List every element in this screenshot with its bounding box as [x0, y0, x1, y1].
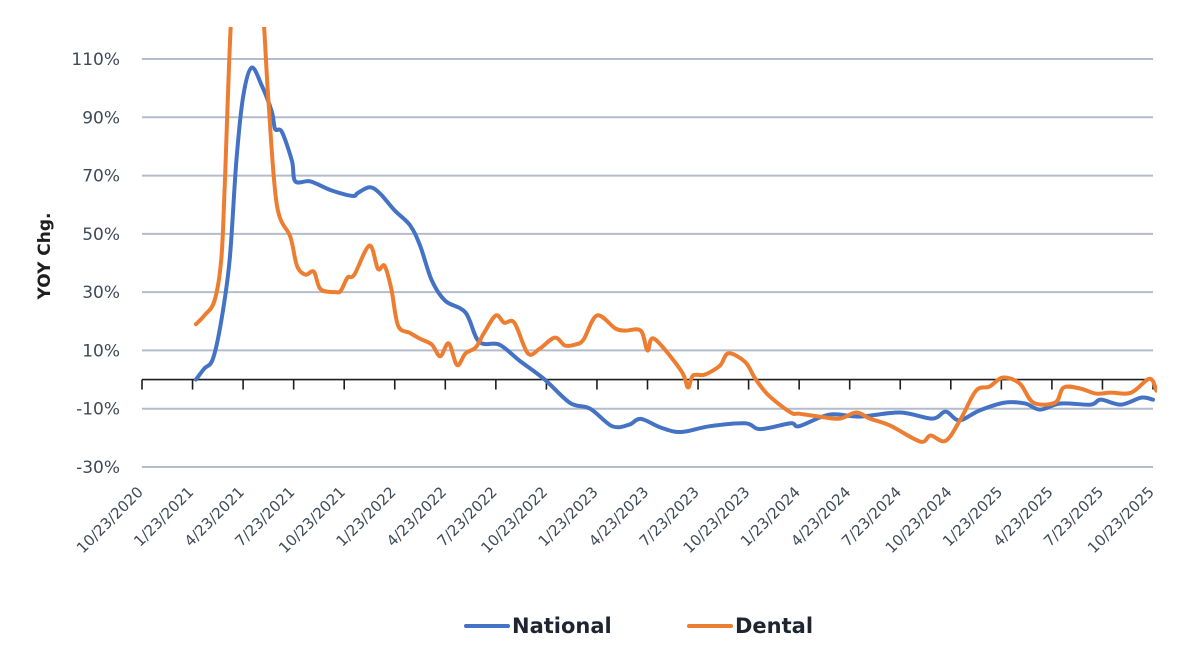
legend-item-national[interactable]: National [464, 614, 612, 638]
series-line-dental [193, 27, 1157, 444]
x-axis [141, 378, 1154, 390]
y-axis-label: YOY Chg. [35, 213, 55, 301]
legend-item-dental[interactable]: Dental [687, 614, 813, 638]
y-axis-ticks: -30% -10% 10% 30% 50% 70% 90% 110% [71, 50, 120, 478]
legend: National Dental [464, 614, 813, 638]
legend-label-dental: Dental [735, 614, 813, 638]
series-lines [193, 27, 1157, 444]
legend-label-national: National [512, 614, 612, 638]
y-tick-label: 110% [71, 50, 120, 70]
x-axis-tick-labels: 10/23/20201/23/20214/23/20217/23/202110/… [73, 483, 1158, 557]
y-tick-label: 70% [82, 167, 120, 187]
y-tick-label: 90% [82, 108, 120, 128]
y-tick-label: -30% [76, 458, 120, 478]
y-tick-label: 30% [82, 283, 120, 303]
y-tick-label: 10% [82, 341, 120, 361]
y-tick-label: -10% [76, 400, 120, 420]
y-tick-label: 50% [82, 225, 120, 245]
series-line-national [193, 65, 1155, 435]
gridlines [142, 58, 1153, 468]
x-tick-label: 10/23/2020 [73, 483, 147, 557]
